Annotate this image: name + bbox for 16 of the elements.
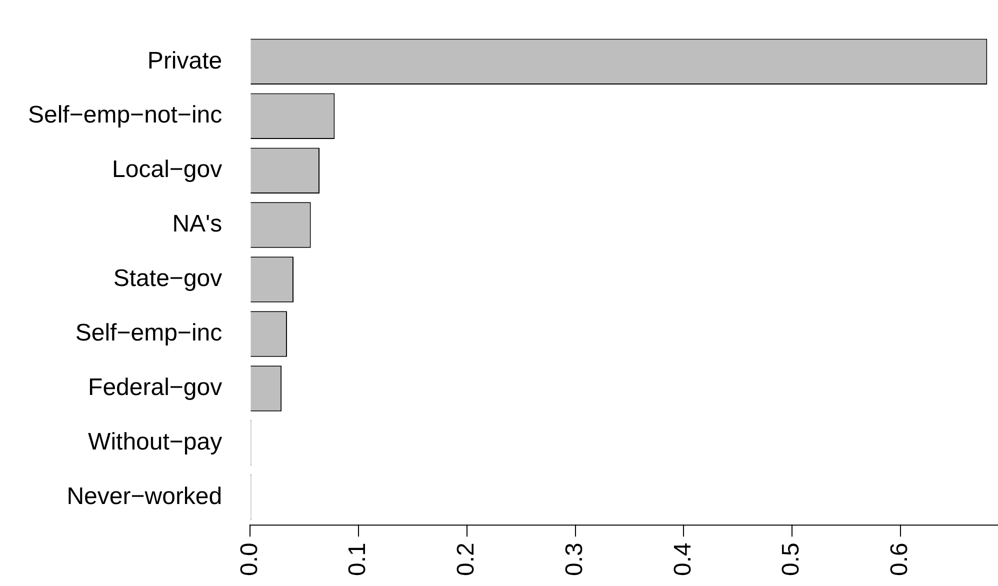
y-tick-label: Never−worked — [66, 483, 222, 510]
x-tick-label: 0.1 — [344, 542, 372, 576]
y-tick-label: NA's — [172, 210, 222, 238]
y-tick-label: Local−gov — [112, 156, 222, 184]
y-tick-label: State−gov — [113, 265, 222, 292]
x-tick-label: 0.2 — [452, 542, 480, 576]
x-tick-label: 0.6 — [886, 542, 914, 576]
x-tick-label: 0.4 — [669, 542, 696, 576]
x-tick-label: 0.3 — [560, 542, 588, 576]
x-tick-label: 0.0 — [236, 542, 263, 576]
y-tick-label: Private — [147, 47, 222, 74]
y-tick-label: Without−pay — [88, 428, 222, 456]
y-tick-label: Self−emp−inc — [75, 320, 222, 347]
y-tick-label: Self−emp−not−inc — [28, 102, 222, 129]
y-tick-label: Federal−gov — [88, 374, 222, 402]
x-tick-label: 0.5 — [778, 542, 805, 576]
